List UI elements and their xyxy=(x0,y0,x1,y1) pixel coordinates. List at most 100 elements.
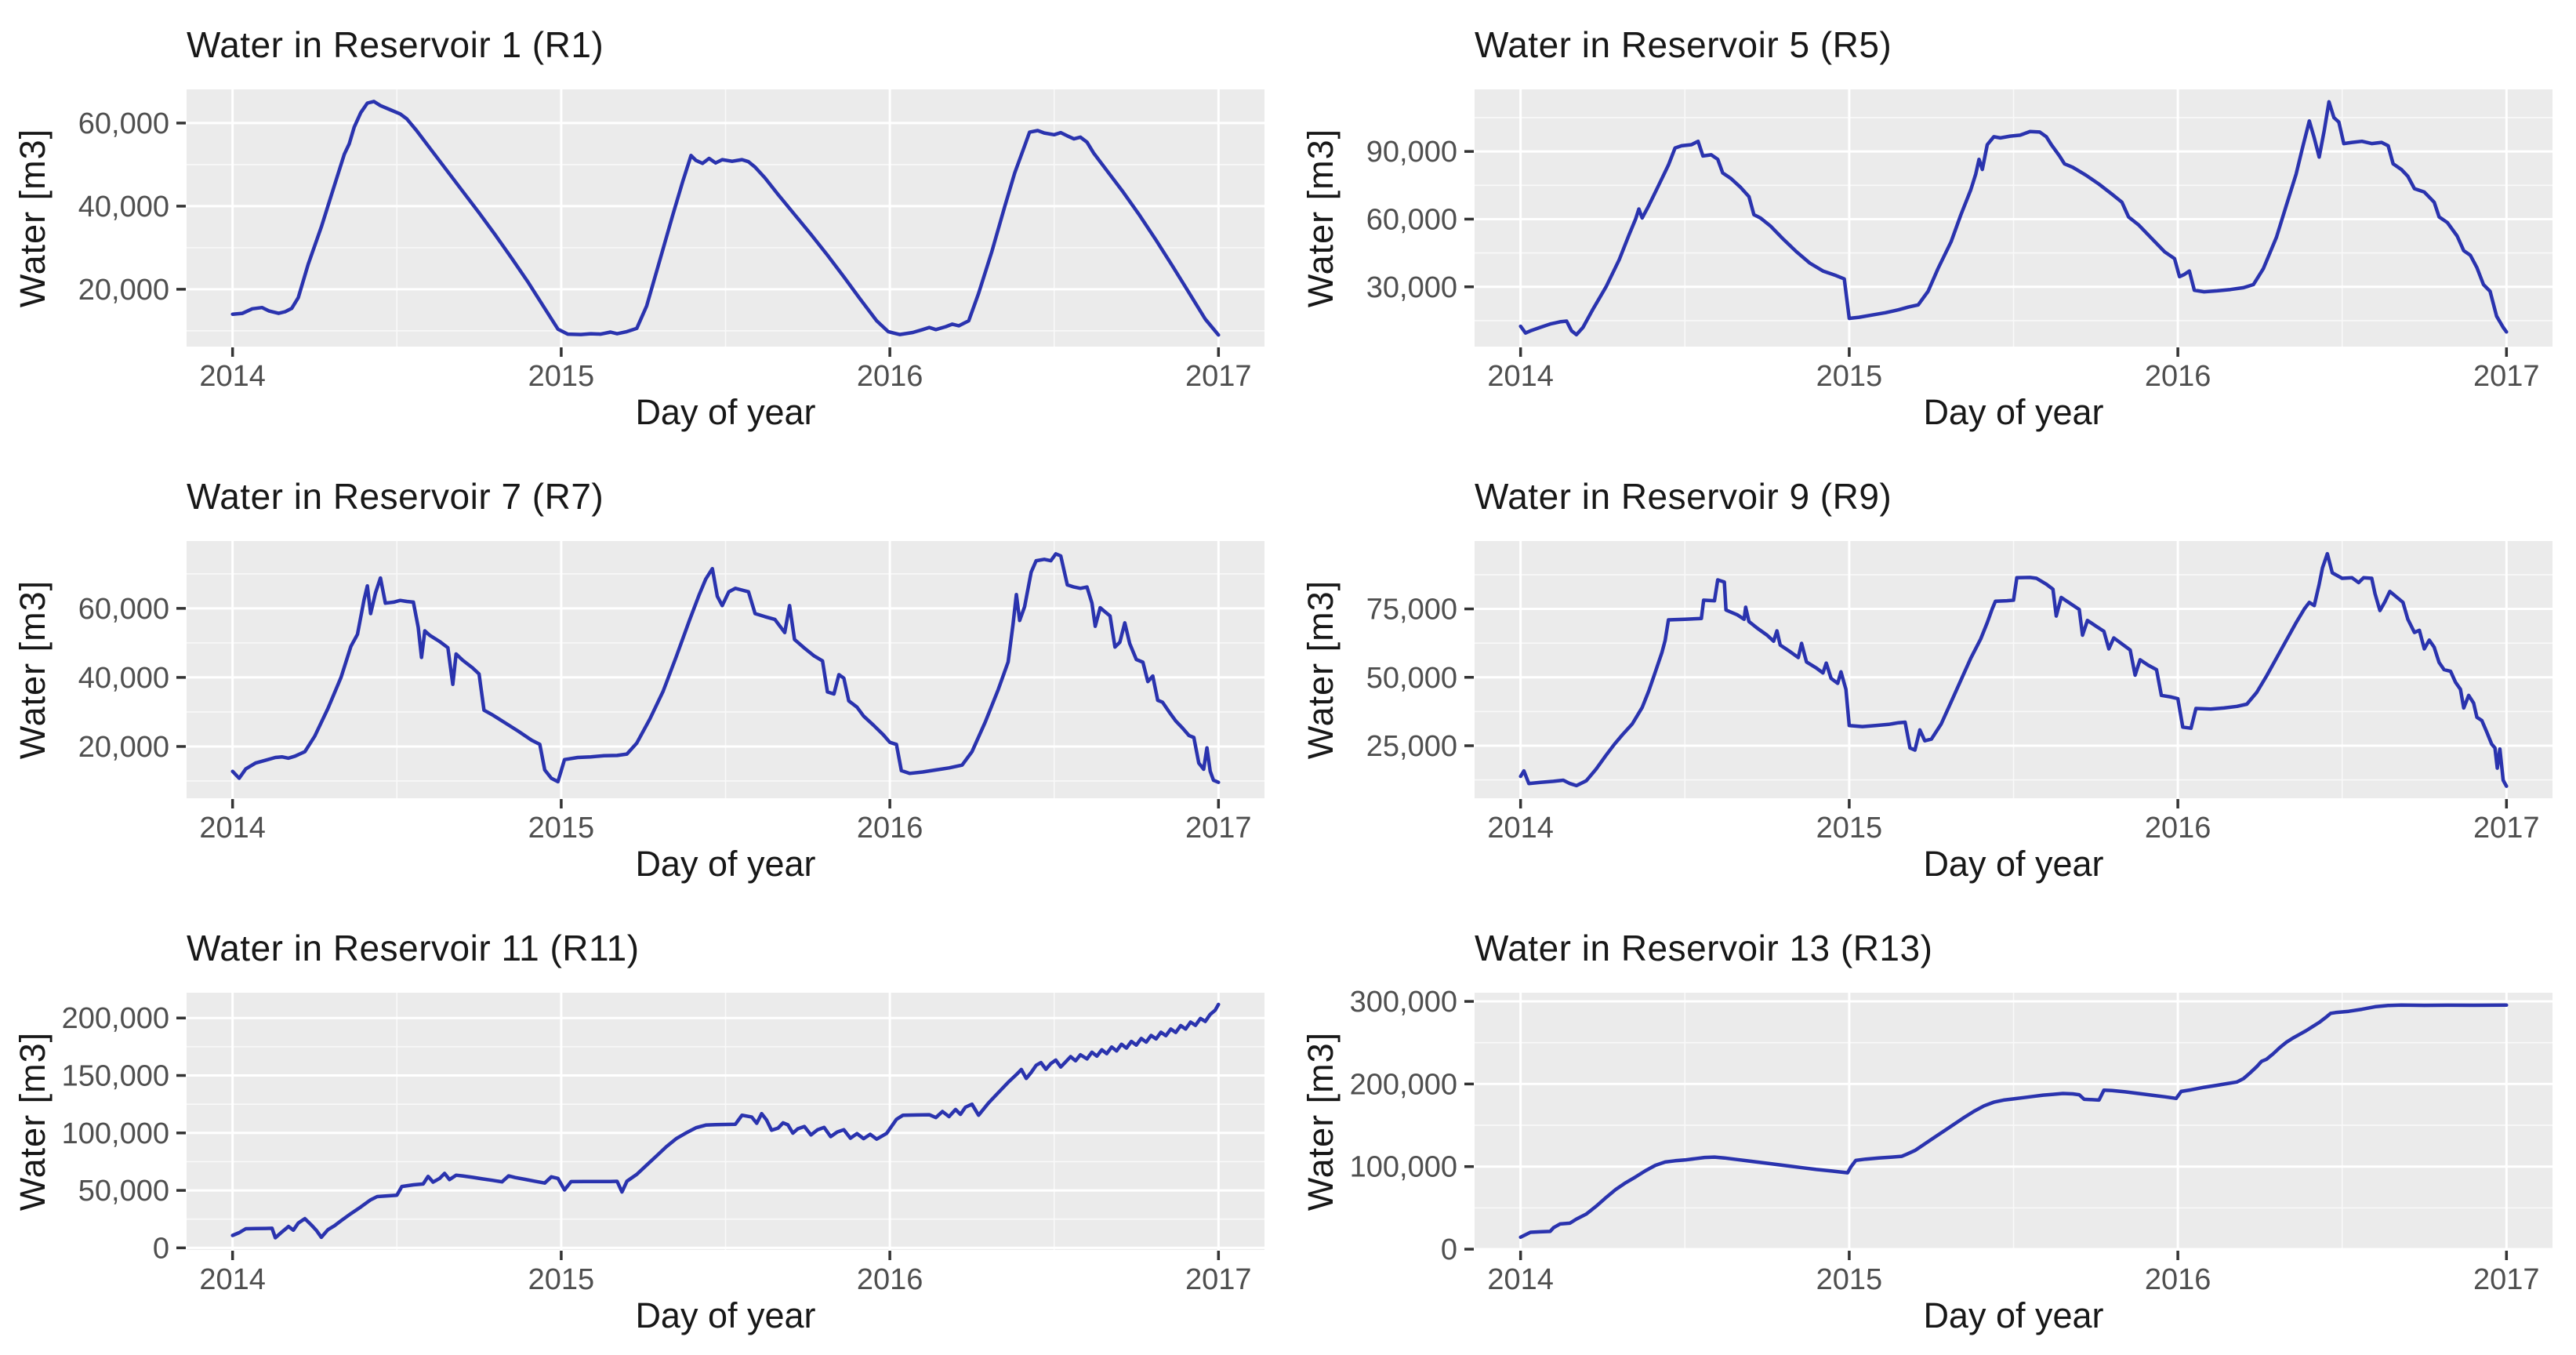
x-axis-title: Day of year xyxy=(635,1295,816,1335)
svg-text:200,000: 200,000 xyxy=(62,1002,169,1035)
svg-text:2014: 2014 xyxy=(199,812,266,845)
svg-text:40,000: 40,000 xyxy=(78,191,169,223)
axis-tick-labels: 2014 2015 2016 2017 0 100,000 200,000 300,000 xyxy=(1350,986,2540,1296)
y-axis-title: Water [m3] xyxy=(13,579,53,760)
plot-svg: 2014 2015 2016 2017 30,000 60,000 90,000 xyxy=(1366,89,2552,393)
svg-text:60,000: 60,000 xyxy=(78,593,169,626)
gridlines-major xyxy=(187,89,1264,347)
svg-text:2017: 2017 xyxy=(1185,812,1252,845)
data-line xyxy=(230,552,1221,784)
axis-ticks xyxy=(1464,607,2509,808)
y-axis-title: Water [m3] xyxy=(1301,579,1341,760)
gridlines-major xyxy=(187,541,1264,798)
svg-text:20,000: 20,000 xyxy=(78,274,169,307)
x-axis-title: Day of year xyxy=(1923,844,2104,884)
svg-text:2016: 2016 xyxy=(2145,360,2211,393)
svg-text:50,000: 50,000 xyxy=(78,1175,169,1208)
svg-text:2014: 2014 xyxy=(199,1263,266,1296)
axis-tick-labels: 2014 2015 2016 2017 20,000 40,000 60,000 xyxy=(78,593,1252,845)
x-axis-title: Day of year xyxy=(635,392,816,432)
data-line xyxy=(230,1002,1221,1240)
axis-tick-labels: 2014 2015 2016 2017 25,000 50,000 75,000 xyxy=(1366,594,2540,845)
svg-text:2017: 2017 xyxy=(2473,812,2540,845)
y-axis-title: Water [m3] xyxy=(1301,128,1341,308)
svg-text:200,000: 200,000 xyxy=(1350,1068,1457,1101)
svg-text:2016: 2016 xyxy=(857,812,923,845)
plot-svg: 2014 2015 2016 2017 0 50,000 100,000 150,000 200… xyxy=(62,993,1264,1296)
svg-text:2014: 2014 xyxy=(1487,1263,1554,1296)
axis-ticks xyxy=(176,1016,1221,1260)
chart-cell-r9: 2014 2015 2016 2017 25,000 50,000 75,000 Water… xyxy=(1288,452,2576,903)
svg-text:2014: 2014 xyxy=(1487,812,1554,845)
svg-text:2016: 2016 xyxy=(2145,812,2211,845)
axis-ticks xyxy=(176,607,1221,808)
plot-svg: 2014 2015 2016 2017 0 100,000 200,000 300,000 xyxy=(1350,986,2552,1296)
y-axis-title: Water [m3] xyxy=(1301,1031,1341,1212)
svg-text:2015: 2015 xyxy=(528,812,595,845)
chart-title: Water in Reservoir 1 (R1) xyxy=(187,24,604,65)
svg-text:0: 0 xyxy=(153,1232,169,1265)
chart-title: Water in Reservoir 9 (R9) xyxy=(1475,476,1892,517)
chart-title: Water in Reservoir 5 (R5) xyxy=(1475,24,1892,65)
gridlines-major xyxy=(1475,89,2552,347)
svg-text:40,000: 40,000 xyxy=(78,662,169,695)
svg-text:2017: 2017 xyxy=(2473,360,2540,393)
svg-text:2017: 2017 xyxy=(1185,360,1252,393)
gridlines-major xyxy=(187,993,1264,1250)
svg-text:2015: 2015 xyxy=(1816,812,1883,845)
chart-cell-r11: 2014 2015 2016 2017 0 50,000 100,000 150,000 200… xyxy=(0,903,1288,1355)
svg-text:2014: 2014 xyxy=(199,360,266,393)
plot-svg: 2014 2015 2016 2017 25,000 50,000 75,000 xyxy=(1366,541,2552,845)
svg-text:2017: 2017 xyxy=(1185,1263,1252,1296)
svg-text:20,000: 20,000 xyxy=(78,731,169,764)
svg-text:75,000: 75,000 xyxy=(1366,594,1457,627)
data-line xyxy=(230,100,1221,337)
svg-text:90,000: 90,000 xyxy=(1366,136,1457,169)
svg-text:25,000: 25,000 xyxy=(1366,730,1457,763)
svg-text:50,000: 50,000 xyxy=(1366,662,1457,695)
plot-svg: 2014 2015 2016 2017 20,000 40,000 60,000 xyxy=(78,541,1264,845)
gridlines-minor xyxy=(1475,541,2552,798)
svg-text:60,000: 60,000 xyxy=(1366,203,1457,236)
gridlines-minor xyxy=(187,993,1264,1250)
x-axis-title: Day of year xyxy=(1923,392,2104,432)
gridlines-minor xyxy=(1475,993,2552,1250)
svg-text:60,000: 60,000 xyxy=(78,107,169,140)
svg-text:2016: 2016 xyxy=(857,360,923,393)
gridlines-minor xyxy=(187,89,1264,347)
chart-title: Water in Reservoir 11 (R11) xyxy=(187,928,640,968)
svg-text:2015: 2015 xyxy=(1816,360,1883,393)
data-line xyxy=(1518,100,2509,337)
chart-title: Water in Reservoir 7 (R7) xyxy=(187,476,604,517)
svg-text:2015: 2015 xyxy=(528,1263,595,1296)
axis-ticks xyxy=(1464,150,2509,357)
svg-text:2015: 2015 xyxy=(528,360,595,393)
chart-cell-r13: 2014 2015 2016 2017 0 100,000 200,000 300,000 W… xyxy=(1288,903,2576,1355)
axis-ticks xyxy=(1464,1000,2509,1260)
data-line xyxy=(1518,551,2509,788)
svg-text:0: 0 xyxy=(1441,1233,1457,1266)
svg-text:2014: 2014 xyxy=(1487,360,1554,393)
x-axis-title: Day of year xyxy=(1923,1295,2104,1335)
svg-text:2015: 2015 xyxy=(1816,1263,1883,1296)
svg-text:2016: 2016 xyxy=(2145,1263,2211,1296)
chart-cell-r7: 2014 2015 2016 2017 20,000 40,000 60,000 Water… xyxy=(0,452,1288,903)
svg-text:30,000: 30,000 xyxy=(1366,271,1457,304)
y-axis-title: Water [m3] xyxy=(13,1031,53,1212)
axis-ticks xyxy=(176,122,1221,357)
y-axis-title: Water [m3] xyxy=(13,128,53,308)
svg-text:150,000: 150,000 xyxy=(62,1060,169,1093)
plot-svg: 2014 2015 2016 2017 20,000 40,000 60,000 xyxy=(78,89,1264,393)
svg-text:100,000: 100,000 xyxy=(1350,1151,1457,1184)
chart-cell-r1: 2014 2015 2016 2017 20,000 40,000 60,000 Water… xyxy=(0,0,1288,452)
chart-cell-r5: 2014 2015 2016 2017 30,000 60,000 90,000 Water… xyxy=(1288,0,2576,452)
svg-text:100,000: 100,000 xyxy=(62,1117,169,1150)
svg-text:2017: 2017 xyxy=(2473,1263,2540,1296)
data-line xyxy=(1518,1003,2509,1240)
axis-tick-labels: 2014 2015 2016 2017 30,000 60,000 90,000 xyxy=(1366,136,2540,393)
axis-tick-labels: 2014 2015 2016 2017 20,000 40,000 60,000 xyxy=(78,107,1252,393)
chart-title: Water in Reservoir 13 (R13) xyxy=(1475,928,1933,968)
gridlines-minor xyxy=(187,541,1264,798)
x-axis-title: Day of year xyxy=(635,844,816,884)
